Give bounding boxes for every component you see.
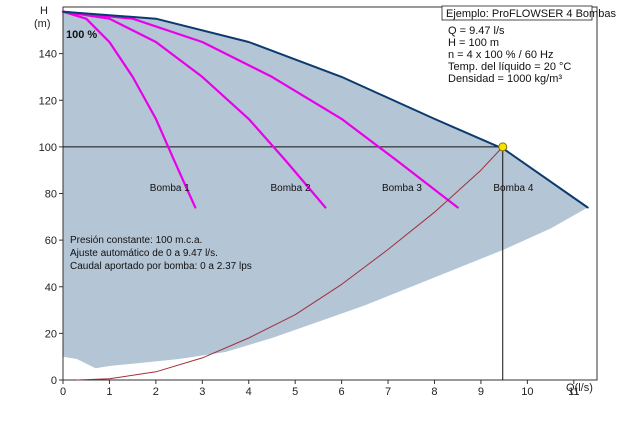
y-tick-label: 60 <box>45 235 57 247</box>
x-tick-label: 2 <box>153 386 159 398</box>
pump-label-2: Bomba 2 <box>271 183 311 194</box>
y-axis-title: H <box>40 5 48 17</box>
pump-curve-2 <box>61 10 327 209</box>
pump-label-1: Bomba 1 <box>150 183 190 194</box>
x-tick-label: 5 <box>292 386 298 398</box>
axes-layer: 0 1 2 3 4 5 6 7 8 9 10 11 0 20 40 60 80 100 120 140 <box>39 6 598 398</box>
y-tick-label: 140 <box>39 49 57 61</box>
x-tick-label: 0 <box>60 386 66 398</box>
x-tick-label: 10 <box>521 386 533 398</box>
envelope-layer <box>63 11 588 369</box>
info-box-title: Ejemplo: ProFLOWSER 4 Bombas <box>446 8 616 20</box>
x-tick-label: 11 <box>568 386 579 398</box>
x-tick-label: 8 <box>431 386 437 398</box>
x-tick-label: 1 <box>106 386 112 398</box>
y-tick-label: 0 <box>51 375 57 387</box>
operating-envelope-area <box>63 11 588 369</box>
x-tick-label: 6 <box>339 386 345 398</box>
labels-layer: Bomba 1 Bomba 2 Bomba 3 Bomba 4 <box>150 142 534 194</box>
y-tick-label: 100 <box>39 142 57 154</box>
y-tick-label: 40 <box>45 282 57 294</box>
info-line-head: H = 100 m <box>448 37 499 49</box>
operating-point-marker <box>498 142 508 152</box>
info-line-speed: n = 4 x 100 % / 60 Hz <box>448 49 553 61</box>
pump-label-3: Bomba 3 <box>382 183 422 194</box>
x-tick-label: 4 <box>246 386 252 398</box>
note-constant-pressure: Presión constante: 100 m.c.a. <box>70 235 202 246</box>
pump-curve-3 <box>61 10 459 209</box>
pump-curve-1 <box>61 10 197 209</box>
y-tick-label: 80 <box>45 189 57 201</box>
x-tick-label: 7 <box>385 386 391 398</box>
notes: Presión constante: 100 m.c.a. Ajuste aut… <box>70 235 252 272</box>
y-axis-unit: (m) <box>34 18 51 30</box>
x-axis-title: Q(l/s) <box>566 382 593 394</box>
info-box-title-frame <box>441 5 593 21</box>
pump-label-4: Bomba 4 <box>493 183 533 194</box>
info-line-density: Densidad = 1000 kg/m³ <box>448 73 562 85</box>
x-tick-label: 9 <box>478 386 484 398</box>
info-box: Ejemplo: ProFLOWSER 4 Bombas Q = 9.47 l/… <box>441 5 616 85</box>
speed-label: 100 % <box>66 29 97 41</box>
note-auto-adjust: Ajuste automático de 0 a 9.47 l/s. <box>70 248 218 259</box>
info-line-temp: Temp. del líquido = 20 °C <box>448 61 571 73</box>
note-flow-per-pump: Caudal aportado por bomba: 0 a 2.37 lps <box>70 261 252 272</box>
x-tick-label: 3 <box>199 386 205 398</box>
y-tick-label: 120 <box>39 95 57 107</box>
system-curve <box>76 146 504 381</box>
y-tick-label: 20 <box>45 328 57 340</box>
info-line-flow: Q = 9.47 l/s <box>448 25 505 37</box>
